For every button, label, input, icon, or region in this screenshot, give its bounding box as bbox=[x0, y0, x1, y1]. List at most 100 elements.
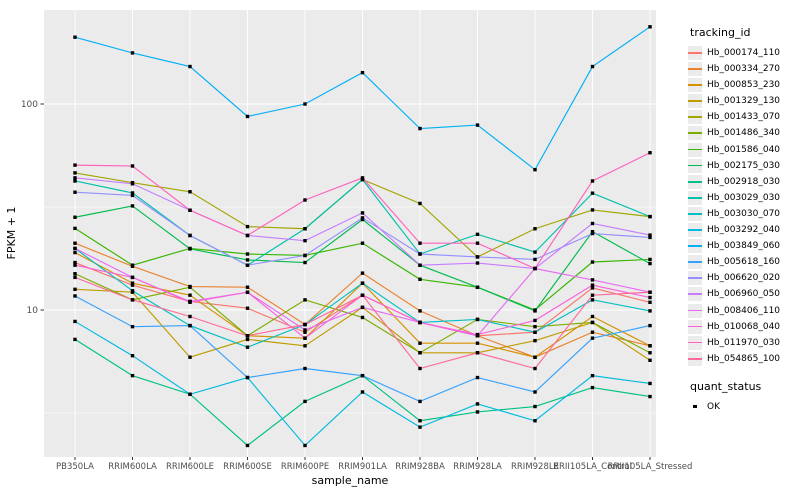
legend-item-label: Hb_003030_070 bbox=[707, 208, 781, 219]
legend-key-swatch bbox=[688, 94, 702, 109]
legend-key-swatch bbox=[688, 319, 702, 334]
legend-item-label: Hb_003029_030 bbox=[707, 192, 781, 203]
legend-key-swatch bbox=[688, 62, 702, 77]
data-points bbox=[73, 25, 652, 448]
legend-key-swatch bbox=[688, 126, 702, 141]
legend-key-line bbox=[688, 357, 702, 360]
legend-item-label: Hb_005618_160 bbox=[707, 257, 781, 268]
y-tick-label: 100 bbox=[21, 100, 38, 110]
legend2-items: OK bbox=[688, 400, 800, 414]
legend-key-line bbox=[688, 212, 702, 215]
legend-item-Hb_000853_230: Hb_000853_230 bbox=[688, 78, 800, 93]
legend-key-line bbox=[688, 132, 702, 135]
quant-status-key bbox=[688, 400, 702, 414]
legend-key-line bbox=[688, 293, 702, 296]
axes: PB350LA RRIM600LA RRIM600LE RRIM600SE RRIM60… bbox=[21, 100, 693, 472]
legend-item-Hb_006960_050: Hb_006960_050 bbox=[688, 287, 800, 302]
legend-item-label: Hb_003849_060 bbox=[707, 241, 781, 252]
legend-item-Hb_001486_340: Hb_001486_340 bbox=[688, 126, 800, 141]
legend-item-Hb_003292_040: Hb_003292_040 bbox=[688, 223, 800, 238]
legend-item-Hb_003030_070: Hb_003030_070 bbox=[688, 206, 800, 221]
x-tick-label: RRIM928LA bbox=[453, 462, 502, 472]
legend-key-line bbox=[688, 116, 702, 119]
legend-item-Hb_003029_030: Hb_003029_030 bbox=[688, 190, 800, 205]
legend-item-label: Hb_011970_030 bbox=[707, 337, 781, 348]
legend-item-label: Hb_000334_270 bbox=[707, 64, 781, 75]
legend-key-line bbox=[688, 52, 702, 54]
legend-item-label: Hb_008406_110 bbox=[707, 305, 781, 316]
x-tick-label: PB350LA bbox=[56, 462, 94, 472]
legend-item-Hb_006620_020: Hb_006620_020 bbox=[688, 271, 800, 286]
x-tick-label: RRIM928LE bbox=[511, 462, 559, 472]
quant-status-label: OK bbox=[707, 401, 720, 412]
legend-item-Hb_001586_040: Hb_001586_040 bbox=[688, 142, 800, 157]
legend-item-Hb_054865_100: Hb_054865_100 bbox=[688, 351, 800, 366]
x-tick-label: RRII105LA_Control bbox=[553, 462, 632, 472]
legend-item-label: Hb_000853_230 bbox=[707, 80, 781, 91]
x-tick-label: RRIM600SE bbox=[223, 462, 272, 472]
legend-key-line bbox=[688, 164, 702, 167]
x-axis-title: sample_name bbox=[312, 474, 389, 487]
x-tick-label: RRIM600LA bbox=[108, 462, 157, 472]
legend-item-Hb_001433_070: Hb_001433_070 bbox=[688, 110, 800, 125]
legend-key-swatch bbox=[688, 239, 702, 254]
legend-key-swatch bbox=[688, 287, 702, 302]
legend-item-Hb_000174_110: Hb_000174_110 bbox=[688, 46, 800, 60]
legend-key-line bbox=[688, 100, 702, 103]
legend-item-label: Hb_001329_130 bbox=[707, 96, 781, 107]
legend-item-label: Hb_006620_020 bbox=[707, 273, 781, 284]
x-tick-label: RRIM600LE bbox=[166, 462, 214, 472]
legend2-title: quant_status bbox=[690, 379, 762, 393]
legend-item-label: Hb_006960_050 bbox=[707, 289, 781, 300]
legend-key-line bbox=[688, 180, 702, 183]
legend-item-label: Hb_001486_340 bbox=[707, 128, 781, 139]
legend-key-line bbox=[688, 245, 702, 247]
legend-key-swatch bbox=[688, 78, 702, 93]
legend-key-swatch bbox=[688, 174, 702, 189]
y-tick-label: 10 bbox=[27, 306, 39, 316]
legend-item-label: Hb_010068_040 bbox=[707, 321, 781, 332]
legend-key-swatch bbox=[688, 46, 702, 60]
black-square-marker-icon bbox=[693, 404, 697, 409]
legend-key-line bbox=[688, 261, 702, 264]
legend-key-line bbox=[688, 325, 702, 328]
legend-key-swatch bbox=[688, 190, 702, 205]
x-tick-label: RRIM901LA bbox=[338, 462, 387, 472]
legend-item-Hb_005618_160: Hb_005618_160 bbox=[688, 255, 800, 270]
legend-key-line bbox=[688, 229, 702, 231]
legend-item-Hb_008406_110: Hb_008406_110 bbox=[688, 303, 800, 318]
legend-item-label: Hb_001433_070 bbox=[707, 112, 781, 123]
legend-key-swatch bbox=[688, 271, 702, 286]
legend-item-Hb_002918_030: Hb_002918_030 bbox=[688, 174, 800, 189]
legend-key-swatch bbox=[688, 255, 702, 270]
legend-key-line bbox=[688, 309, 702, 312]
y-axis-title: FPKM + 1 bbox=[5, 207, 18, 260]
x-tick-label: RRIM600PE bbox=[281, 462, 329, 472]
legend-key-swatch bbox=[688, 303, 702, 318]
legend-item-label: Hb_002918_030 bbox=[707, 176, 781, 187]
legend-key-line bbox=[688, 148, 702, 151]
legend: tracking_id Hb_000174_110 Hb_000334_270 Hb… bbox=[688, 26, 800, 416]
legend-key-line bbox=[688, 84, 702, 86]
legend-item-label: Hb_003292_040 bbox=[707, 225, 781, 236]
legend-item-Hb_000334_270: Hb_000334_270 bbox=[688, 62, 800, 77]
legend-items: Hb_000174_110 Hb_000334_270 Hb_000853_230 H… bbox=[688, 46, 800, 366]
legend-item-Hb_002175_030: Hb_002175_030 bbox=[688, 158, 800, 173]
legend-key-swatch bbox=[688, 351, 702, 366]
x-tick-label: RRIM928BA bbox=[395, 462, 445, 472]
legend-key-line bbox=[688, 196, 702, 199]
legend-item-label: Hb_000174_110 bbox=[707, 48, 781, 58]
legend-key-line bbox=[688, 68, 702, 70]
legend-title: tracking_id bbox=[690, 26, 751, 39]
legend-item-Hb_011970_030: Hb_011970_030 bbox=[688, 335, 800, 350]
legend-key-swatch bbox=[688, 206, 702, 221]
legend-item-label: Hb_054865_100 bbox=[707, 353, 781, 364]
legend-key-line bbox=[688, 277, 702, 280]
legend-item-Hb_001329_130: Hb_001329_130 bbox=[688, 94, 800, 109]
quant-status-item: OK bbox=[688, 400, 800, 414]
x-tick-label: RRII105LA_Stressed bbox=[608, 462, 693, 472]
legend-key-swatch bbox=[688, 142, 702, 157]
legend-item-Hb_010068_040: Hb_010068_040 bbox=[688, 319, 800, 334]
